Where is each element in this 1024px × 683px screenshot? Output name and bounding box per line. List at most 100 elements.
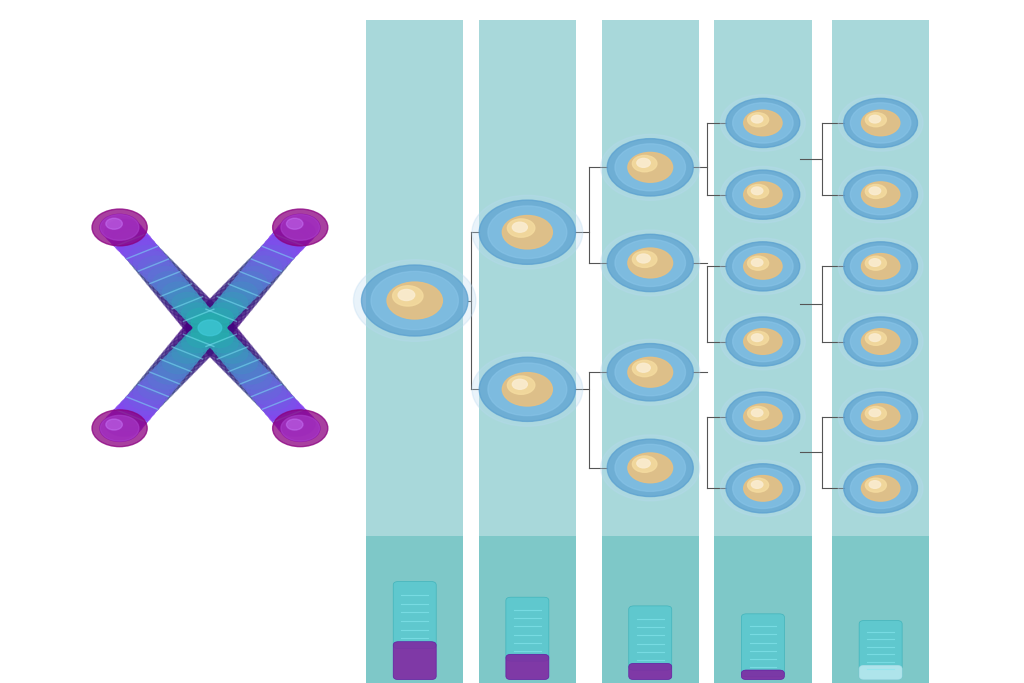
Circle shape xyxy=(191,324,219,342)
Circle shape xyxy=(752,334,763,342)
Circle shape xyxy=(272,410,328,447)
Circle shape xyxy=(601,135,699,200)
Circle shape xyxy=(108,412,141,434)
Circle shape xyxy=(191,313,219,332)
Circle shape xyxy=(607,439,693,497)
Circle shape xyxy=(850,396,911,437)
Circle shape xyxy=(148,266,181,289)
Circle shape xyxy=(844,242,918,291)
Circle shape xyxy=(201,324,228,342)
Circle shape xyxy=(143,372,177,395)
Circle shape xyxy=(181,333,211,352)
Circle shape xyxy=(865,113,887,127)
Circle shape xyxy=(230,269,271,296)
Circle shape xyxy=(234,272,267,294)
Circle shape xyxy=(844,98,918,148)
Circle shape xyxy=(132,250,170,275)
Circle shape xyxy=(839,389,923,445)
Circle shape xyxy=(263,235,301,260)
Circle shape xyxy=(162,283,205,312)
Circle shape xyxy=(153,354,195,382)
Circle shape xyxy=(748,256,769,270)
FancyBboxPatch shape xyxy=(859,620,902,680)
Circle shape xyxy=(726,464,800,513)
Circle shape xyxy=(392,285,423,306)
Circle shape xyxy=(371,271,459,330)
Circle shape xyxy=(148,269,189,296)
Circle shape xyxy=(869,187,881,195)
Circle shape xyxy=(167,348,199,368)
Circle shape xyxy=(743,329,782,354)
FancyBboxPatch shape xyxy=(629,606,672,670)
Circle shape xyxy=(245,375,284,401)
Circle shape xyxy=(138,256,173,279)
Circle shape xyxy=(607,344,693,401)
Circle shape xyxy=(721,167,805,223)
Circle shape xyxy=(104,410,143,436)
Circle shape xyxy=(148,367,181,389)
Circle shape xyxy=(869,481,881,488)
Circle shape xyxy=(158,277,190,298)
Circle shape xyxy=(225,282,257,303)
Circle shape xyxy=(174,298,219,328)
Circle shape xyxy=(507,376,535,394)
Circle shape xyxy=(119,396,157,421)
FancyBboxPatch shape xyxy=(602,536,698,683)
Circle shape xyxy=(182,318,228,348)
Circle shape xyxy=(255,386,291,410)
Circle shape xyxy=(276,410,315,436)
Circle shape xyxy=(166,338,209,367)
Circle shape xyxy=(129,246,165,270)
Circle shape xyxy=(279,221,312,244)
FancyBboxPatch shape xyxy=(367,20,463,536)
Circle shape xyxy=(865,184,887,199)
Circle shape xyxy=(850,102,911,143)
Circle shape xyxy=(220,349,263,377)
Circle shape xyxy=(116,402,151,425)
Circle shape xyxy=(112,406,145,430)
Circle shape xyxy=(865,406,887,421)
Circle shape xyxy=(251,251,287,275)
FancyBboxPatch shape xyxy=(479,20,575,536)
Circle shape xyxy=(240,260,280,285)
Circle shape xyxy=(178,303,224,333)
Circle shape xyxy=(479,357,575,421)
Circle shape xyxy=(108,221,141,244)
Circle shape xyxy=(850,174,911,215)
Circle shape xyxy=(247,376,282,400)
Circle shape xyxy=(628,152,673,182)
Circle shape xyxy=(234,365,275,391)
Circle shape xyxy=(732,102,794,143)
Circle shape xyxy=(251,381,287,405)
Circle shape xyxy=(170,333,214,363)
Circle shape xyxy=(743,110,782,136)
Circle shape xyxy=(115,230,152,255)
Circle shape xyxy=(201,298,246,328)
Circle shape xyxy=(124,391,161,415)
Circle shape xyxy=(353,260,476,342)
Circle shape xyxy=(721,95,805,151)
Circle shape xyxy=(721,389,805,445)
Circle shape xyxy=(254,386,292,410)
Circle shape xyxy=(124,240,161,265)
Circle shape xyxy=(205,308,233,327)
Circle shape xyxy=(850,468,911,509)
FancyBboxPatch shape xyxy=(393,581,436,649)
Circle shape xyxy=(637,363,650,372)
Circle shape xyxy=(748,184,769,199)
Circle shape xyxy=(211,338,254,367)
Circle shape xyxy=(839,460,923,516)
Circle shape xyxy=(133,251,169,275)
Circle shape xyxy=(869,334,881,342)
Circle shape xyxy=(255,246,291,270)
Circle shape xyxy=(752,259,763,266)
Circle shape xyxy=(732,174,794,215)
Circle shape xyxy=(247,256,282,279)
Circle shape xyxy=(637,459,650,468)
Circle shape xyxy=(116,231,151,254)
Circle shape xyxy=(133,381,169,405)
Circle shape xyxy=(144,365,185,391)
Circle shape xyxy=(148,359,189,387)
Circle shape xyxy=(633,456,657,473)
Circle shape xyxy=(230,359,271,387)
